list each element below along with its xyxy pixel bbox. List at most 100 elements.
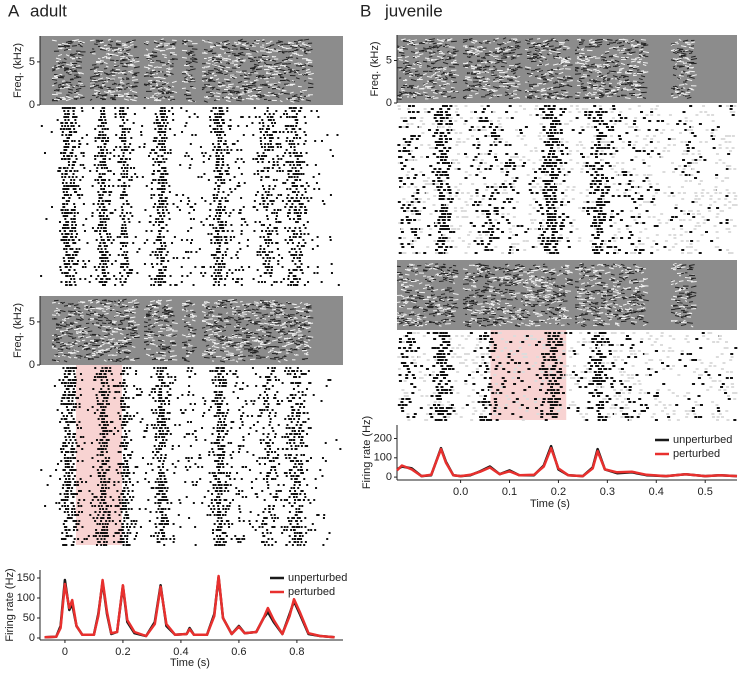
streak [167, 61, 172, 65]
spike [158, 143, 161, 145]
streak [69, 302, 74, 306]
streak [187, 99, 191, 102]
spike [67, 128, 70, 130]
streak [77, 331, 82, 333]
streak [215, 42, 221, 45]
streak [117, 93, 124, 97]
streak [221, 346, 226, 349]
spike [265, 400, 268, 402]
spike [67, 385, 70, 387]
spike [268, 137, 271, 139]
spike [190, 227, 193, 229]
spike [188, 376, 191, 378]
streak [113, 65, 119, 68]
spike [269, 116, 272, 118]
spike [106, 215, 109, 217]
streak [275, 95, 280, 98]
spike [100, 188, 103, 190]
spike [152, 397, 155, 399]
spike [100, 412, 103, 414]
streak [69, 42, 73, 44]
spike [304, 242, 307, 244]
streak [267, 66, 274, 69]
streak [111, 323, 117, 326]
spike [116, 385, 119, 387]
spike [129, 415, 132, 417]
streak [105, 325, 111, 328]
streak [165, 326, 172, 330]
spike [188, 385, 191, 387]
spike [161, 379, 164, 381]
spike [123, 233, 126, 235]
spike [214, 176, 217, 178]
spike [258, 221, 261, 223]
spike [126, 257, 129, 259]
spike [76, 212, 79, 214]
spike [214, 415, 217, 417]
streak [87, 330, 93, 333]
spike [213, 113, 216, 115]
spike [215, 209, 218, 211]
spike [329, 149, 332, 151]
streak [79, 84, 85, 87]
spike [275, 215, 278, 217]
spike [123, 128, 126, 130]
streak [93, 318, 98, 320]
spike [290, 239, 293, 241]
spike [180, 266, 183, 268]
spike [190, 370, 193, 372]
spike [67, 221, 70, 223]
spike [109, 212, 112, 214]
spike [215, 236, 218, 238]
spike [104, 179, 107, 181]
spike [240, 218, 243, 220]
spike [176, 206, 179, 208]
spike [58, 221, 61, 223]
spike [300, 185, 303, 187]
streak [73, 96, 80, 98]
spike [71, 248, 74, 250]
spike [217, 394, 220, 396]
spike [155, 278, 158, 280]
spike [160, 260, 163, 262]
spike [99, 134, 102, 136]
spike [122, 155, 125, 157]
spike [123, 379, 126, 381]
spike [214, 397, 217, 399]
spike [75, 131, 78, 133]
streak [121, 327, 127, 330]
spike [253, 400, 256, 402]
streak [69, 63, 74, 66]
streak [255, 74, 261, 78]
streak [297, 327, 303, 330]
streak [205, 65, 211, 68]
spike [304, 191, 307, 193]
spike [72, 406, 75, 408]
streak [185, 300, 191, 302]
spike [162, 212, 165, 214]
spike [271, 122, 274, 124]
spike [162, 200, 165, 202]
streak [257, 322, 264, 325]
spike [272, 200, 275, 202]
spike [259, 376, 262, 378]
streak [215, 44, 222, 47]
spike [266, 116, 269, 118]
spike [67, 400, 70, 402]
spike [81, 176, 84, 178]
spike [210, 275, 213, 277]
spike [293, 176, 296, 178]
spike [221, 221, 224, 223]
spike [96, 400, 99, 402]
streak [111, 360, 118, 363]
streak [103, 44, 107, 47]
spike [220, 391, 223, 393]
spike [295, 376, 298, 378]
spike [64, 125, 67, 127]
spike [124, 161, 127, 163]
streak [103, 350, 111, 353]
streak [253, 42, 260, 45]
spike [71, 230, 74, 232]
streak [103, 334, 109, 337]
spike [159, 197, 162, 199]
